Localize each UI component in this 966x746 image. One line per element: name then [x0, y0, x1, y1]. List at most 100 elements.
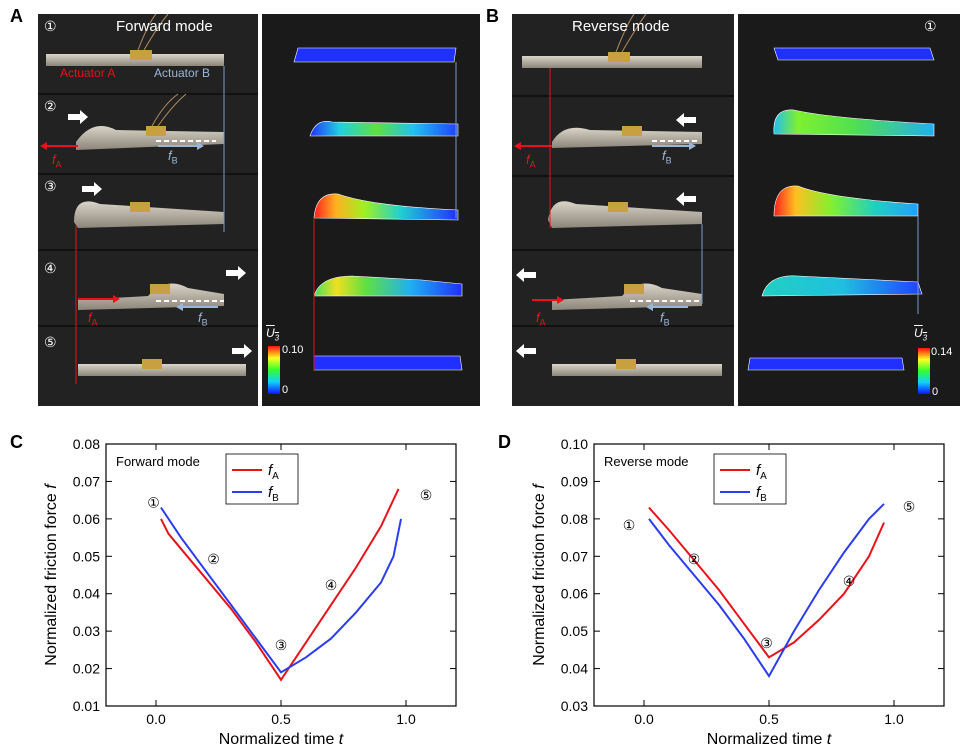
sim-plate-3 — [313, 193, 459, 221]
forward-friction-chart: 0.01 0.02 0.03 0.04 0.05 0.06 0.07 0.08 0.0 0.5 1.… — [43, 436, 457, 744]
y-tick-label: 0.08 — [73, 436, 100, 452]
actuator-a-label: Actuator A — [60, 66, 116, 80]
x-axis-label: Normalized time t — [219, 731, 344, 744]
force-a-label: fA — [526, 152, 536, 170]
series-line-fB — [648, 503, 885, 679]
y-tick-label: 0.08 — [561, 511, 588, 527]
x-tick-label: 1.0 — [396, 711, 416, 727]
motion-arrow-icon — [226, 266, 246, 280]
step-annotation: ① — [623, 517, 636, 533]
legend-entry: fA — [268, 462, 279, 482]
forward-mode-title: Forward mode — [116, 18, 213, 35]
y-tick-label: 0.01 — [73, 698, 100, 714]
colorbar-max: 0.14 — [931, 346, 953, 358]
x-tick-label: 0.5 — [271, 711, 291, 727]
step-4-label: ④ — [44, 260, 57, 276]
chart-title: Forward mode — [116, 454, 200, 469]
y-tick-label: 0.10 — [561, 436, 588, 452]
reverse-mode-title: Reverse mode — [572, 18, 670, 35]
force-a-arrow-icon — [40, 142, 47, 150]
legend-box — [713, 453, 787, 505]
motion-arrow-icon — [516, 344, 536, 358]
motion-arrow-icon — [82, 182, 102, 196]
step-annotation: ③ — [760, 635, 773, 651]
y-tick-label: 0.02 — [73, 661, 100, 677]
series-line-fA — [160, 488, 400, 682]
sim-plate-4 — [313, 275, 463, 297]
colorbar — [268, 346, 280, 394]
legend-box — [225, 453, 299, 505]
step-annotation: ① — [147, 495, 160, 511]
motion-arrow-icon — [676, 113, 696, 127]
forward-simulation-drawing — [268, 47, 463, 394]
step-annotation: ② — [207, 551, 220, 567]
legend-entry: fA — [756, 462, 767, 482]
series-line-fA — [648, 506, 885, 659]
colorbar-max: 0.10 — [282, 344, 304, 356]
colorbar-min: 0 — [932, 386, 939, 398]
motion-arrow-icon — [516, 268, 536, 282]
step-1-label: ① — [924, 18, 937, 34]
y-tick-label: 0.05 — [561, 623, 588, 639]
panel-label-d: D — [498, 432, 511, 452]
motion-arrow-icon — [232, 344, 252, 358]
step-1-label: ① — [44, 18, 57, 34]
legend-entry: fB — [268, 484, 279, 504]
y-tick-label: 0.06 — [561, 586, 588, 602]
motion-arrow-icon — [676, 192, 696, 206]
y-tick-label: 0.07 — [73, 473, 100, 489]
force-a-arrow-icon — [557, 296, 564, 304]
x-tick-label: 0.0 — [634, 711, 654, 727]
panel-label-c: C — [10, 432, 23, 452]
force-a-label: fA — [536, 310, 546, 328]
step-annotation: ④ — [325, 577, 338, 593]
x-tick-label: 1.0 — [884, 711, 904, 727]
step-3-label: ③ — [44, 178, 57, 194]
y-tick-label: 0.09 — [561, 473, 588, 489]
force-b-arrow-icon — [646, 303, 653, 311]
step-annotation: ② — [688, 551, 701, 567]
chart-title: Reverse mode — [604, 454, 689, 469]
x-tick-label: 0.0 — [146, 711, 166, 727]
force-a-label: fA — [52, 152, 62, 170]
y-tick-label: 0.06 — [73, 511, 100, 527]
step-5-label: ⑤ — [44, 334, 57, 350]
y-axis-label: Normalized friction force f — [531, 483, 548, 666]
y-tick-label: 0.03 — [561, 698, 588, 714]
forward-photo-drawing — [38, 14, 258, 384]
actuator-b-label: Actuator B — [154, 66, 211, 80]
x-tick-label: 0.5 — [759, 711, 779, 727]
colorbar-title: U3 — [914, 326, 928, 343]
force-b-arrow-icon — [689, 142, 696, 150]
x-axis-label: Normalized time t — [707, 731, 832, 744]
colorbar-title: U3 — [266, 326, 280, 343]
reverse-simulation-drawing — [747, 47, 935, 394]
forward-mode-photo-sequence: ① ② ③ ④ ⑤ Forward mode Actuator A Actuat… — [38, 14, 258, 406]
force-a-arrow-icon — [113, 295, 120, 303]
sim-plate-5 — [313, 355, 463, 371]
reverse-photo-drawing — [512, 14, 734, 376]
sim-plate-1 — [293, 47, 457, 63]
step-annotation: ⑤ — [903, 498, 916, 514]
y-tick-label: 0.07 — [561, 548, 588, 564]
y-axis-label: Normalized friction force f — [43, 483, 60, 666]
reverse-mode-photo-sequence: Reverse mode fA fB fA fB — [512, 14, 734, 406]
force-b-label: fB — [660, 310, 670, 328]
force-b-arrow-icon — [197, 142, 204, 150]
step-annotation: ⑤ — [420, 487, 433, 503]
reverse-mode-simulation: U3 0.14 0 ① — [738, 14, 960, 406]
series-line-fB — [160, 507, 402, 674]
colorbar-min: 0 — [282, 384, 289, 396]
y-tick-label: 0.04 — [561, 661, 588, 677]
force-b-arrow-icon — [176, 303, 183, 311]
reverse-friction-chart: 0.03 0.04 0.05 0.06 0.07 0.08 0.09 0.10 0.0 0.5 1.… — [531, 436, 945, 744]
y-tick-label: 0.05 — [73, 548, 100, 564]
motion-arrow-icon — [68, 110, 88, 124]
step-annotation: ④ — [843, 573, 856, 589]
forward-mode-simulation: U3 0.10 0 — [262, 14, 480, 406]
legend-entry: fB — [756, 484, 767, 504]
force-b-label: fB — [198, 310, 208, 328]
step-annotation: ③ — [275, 637, 288, 653]
y-tick-label: 0.03 — [73, 623, 100, 639]
step-2-label: ② — [44, 98, 57, 114]
